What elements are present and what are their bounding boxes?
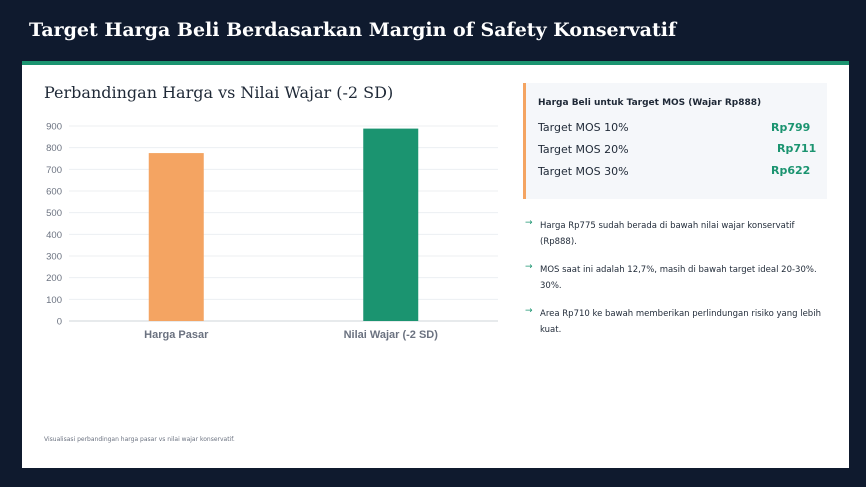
bar-harga-pasar [148,153,204,321]
y-tick-label: 500 [46,208,62,219]
list-item: → Area Rp710 ke bawah memberikan perlind… [525,306,825,338]
y-tick-label: 200 [46,273,62,284]
arrow-right-icon: → [525,306,533,316]
y-tick-label: 0 [57,317,62,328]
x-tick-label: Nilai Wajar (-2 SD) [344,329,439,341]
page-title: Target Harga Beli Berdasarkan Margin of … [29,19,677,41]
x-tick-label: Harga Pasar [144,329,209,341]
content-card: Perbandingan Harga vs Nilai Wajar (-2 SD… [22,65,849,468]
insight-list: → Harga Rp775 sudah berada di bawah nila… [525,218,825,350]
list-item-text: MOS saat ini adalah 12,7%, masih di bawa… [540,265,817,291]
y-tick-label: 900 [46,122,62,133]
list-item: → Harga Rp775 sudah berada di bawah nila… [525,218,825,250]
mos-row-label-10: Target MOS 10% [538,121,629,134]
mos-row-value-10: Rp799 [771,121,811,134]
y-tick-label: 100 [46,295,62,306]
list-item: → MOS saat ini adalah 12,7%, masih di ba… [525,262,825,294]
list-item-text: Area Rp710 ke bawah memberikan perlindun… [540,309,821,335]
y-tick-label: 300 [46,252,62,263]
y-tick-label: 400 [46,230,62,241]
target-mos-panel: Harga Beli untuk Target MOS (Wajar Rp888… [523,83,827,199]
accent-divider [22,61,849,65]
mos-row-label-20: Target MOS 20% [538,143,629,156]
chart-footnote: Visualisasi perbandingan harga pasar vs … [44,436,235,443]
panel-title: Harga Beli untuk Target MOS (Wajar Rp888… [538,98,762,108]
bar-nilai-wajar [363,128,419,321]
chart-title: Perbandingan Harga vs Nilai Wajar (-2 SD… [44,83,394,102]
mos-row-value-30: Rp622 [771,164,811,177]
y-tick-label: 700 [46,165,62,176]
header-bar: Target Harga Beli Berdasarkan Margin of … [0,0,866,61]
y-tick-label: 600 [46,187,62,198]
arrow-right-icon: → [525,218,533,228]
mos-row-value-20: Rp711 [777,142,817,155]
mos-row-label-30: Target MOS 30% [538,165,629,178]
y-tick-label: 800 [46,143,62,154]
arrow-right-icon: → [525,262,533,272]
bar-chart: 0 100 200 300 400 500 600 700 800 900 Harga Pasar N… [46,122,498,341]
list-item-text: Harga Rp775 sudah berada di bawah nilai … [540,221,795,247]
